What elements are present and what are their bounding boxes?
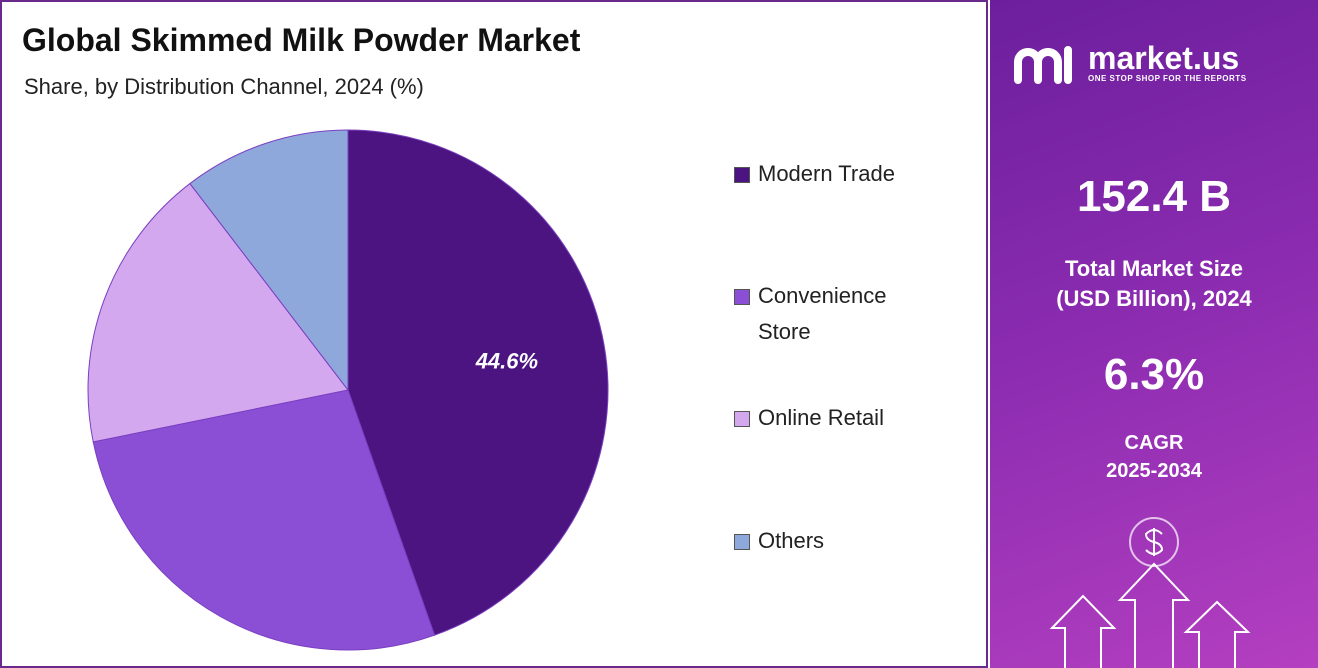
market-size: 152.4 B xyxy=(1076,172,1232,221)
market-size-label: Total Market Size xyxy=(1064,256,1244,281)
pie-slice xyxy=(347,129,609,636)
brand-logo xyxy=(1014,46,1072,84)
side-panel: market.us ONE STOP SHOP FOR THE REPORTS … xyxy=(990,0,1318,668)
pie-slice xyxy=(189,129,349,392)
legend-swatch xyxy=(734,167,750,183)
legend-label: Modern Trade xyxy=(758,161,895,186)
legend-swatch xyxy=(734,534,750,550)
legend-swatch xyxy=(734,289,750,305)
legend-swatch xyxy=(734,411,750,427)
chart-title: Global Skimmed Milk Powder Market xyxy=(22,22,581,58)
data-label: 44.6% xyxy=(475,349,538,374)
decoration xyxy=(1049,517,1251,668)
chart-subtitle: Share, by Distribution Channel, 2024 (%) xyxy=(24,74,424,99)
chart-panel: Global Skimmed Milk Powder Market Share,… xyxy=(0,0,988,668)
cagr-label: CAGR xyxy=(1124,432,1184,454)
brand-tagline: ONE STOP SHOP FOR THE REPORTS xyxy=(1088,74,1247,83)
pie-slice xyxy=(92,389,436,651)
pie-chart: 44.6% xyxy=(87,129,609,651)
pie-slice xyxy=(87,182,349,443)
cagr-label: 2025-2034 xyxy=(1106,460,1202,482)
legend-label: Online Retail xyxy=(758,405,884,430)
cagr-value: 6.3% xyxy=(1103,350,1205,399)
market-size-label: (USD Billion), 2024 xyxy=(1056,286,1252,311)
brand-name: market.us xyxy=(1088,40,1240,76)
legend-label: Others xyxy=(758,528,825,553)
legend-label: Convenience Store xyxy=(758,283,887,344)
